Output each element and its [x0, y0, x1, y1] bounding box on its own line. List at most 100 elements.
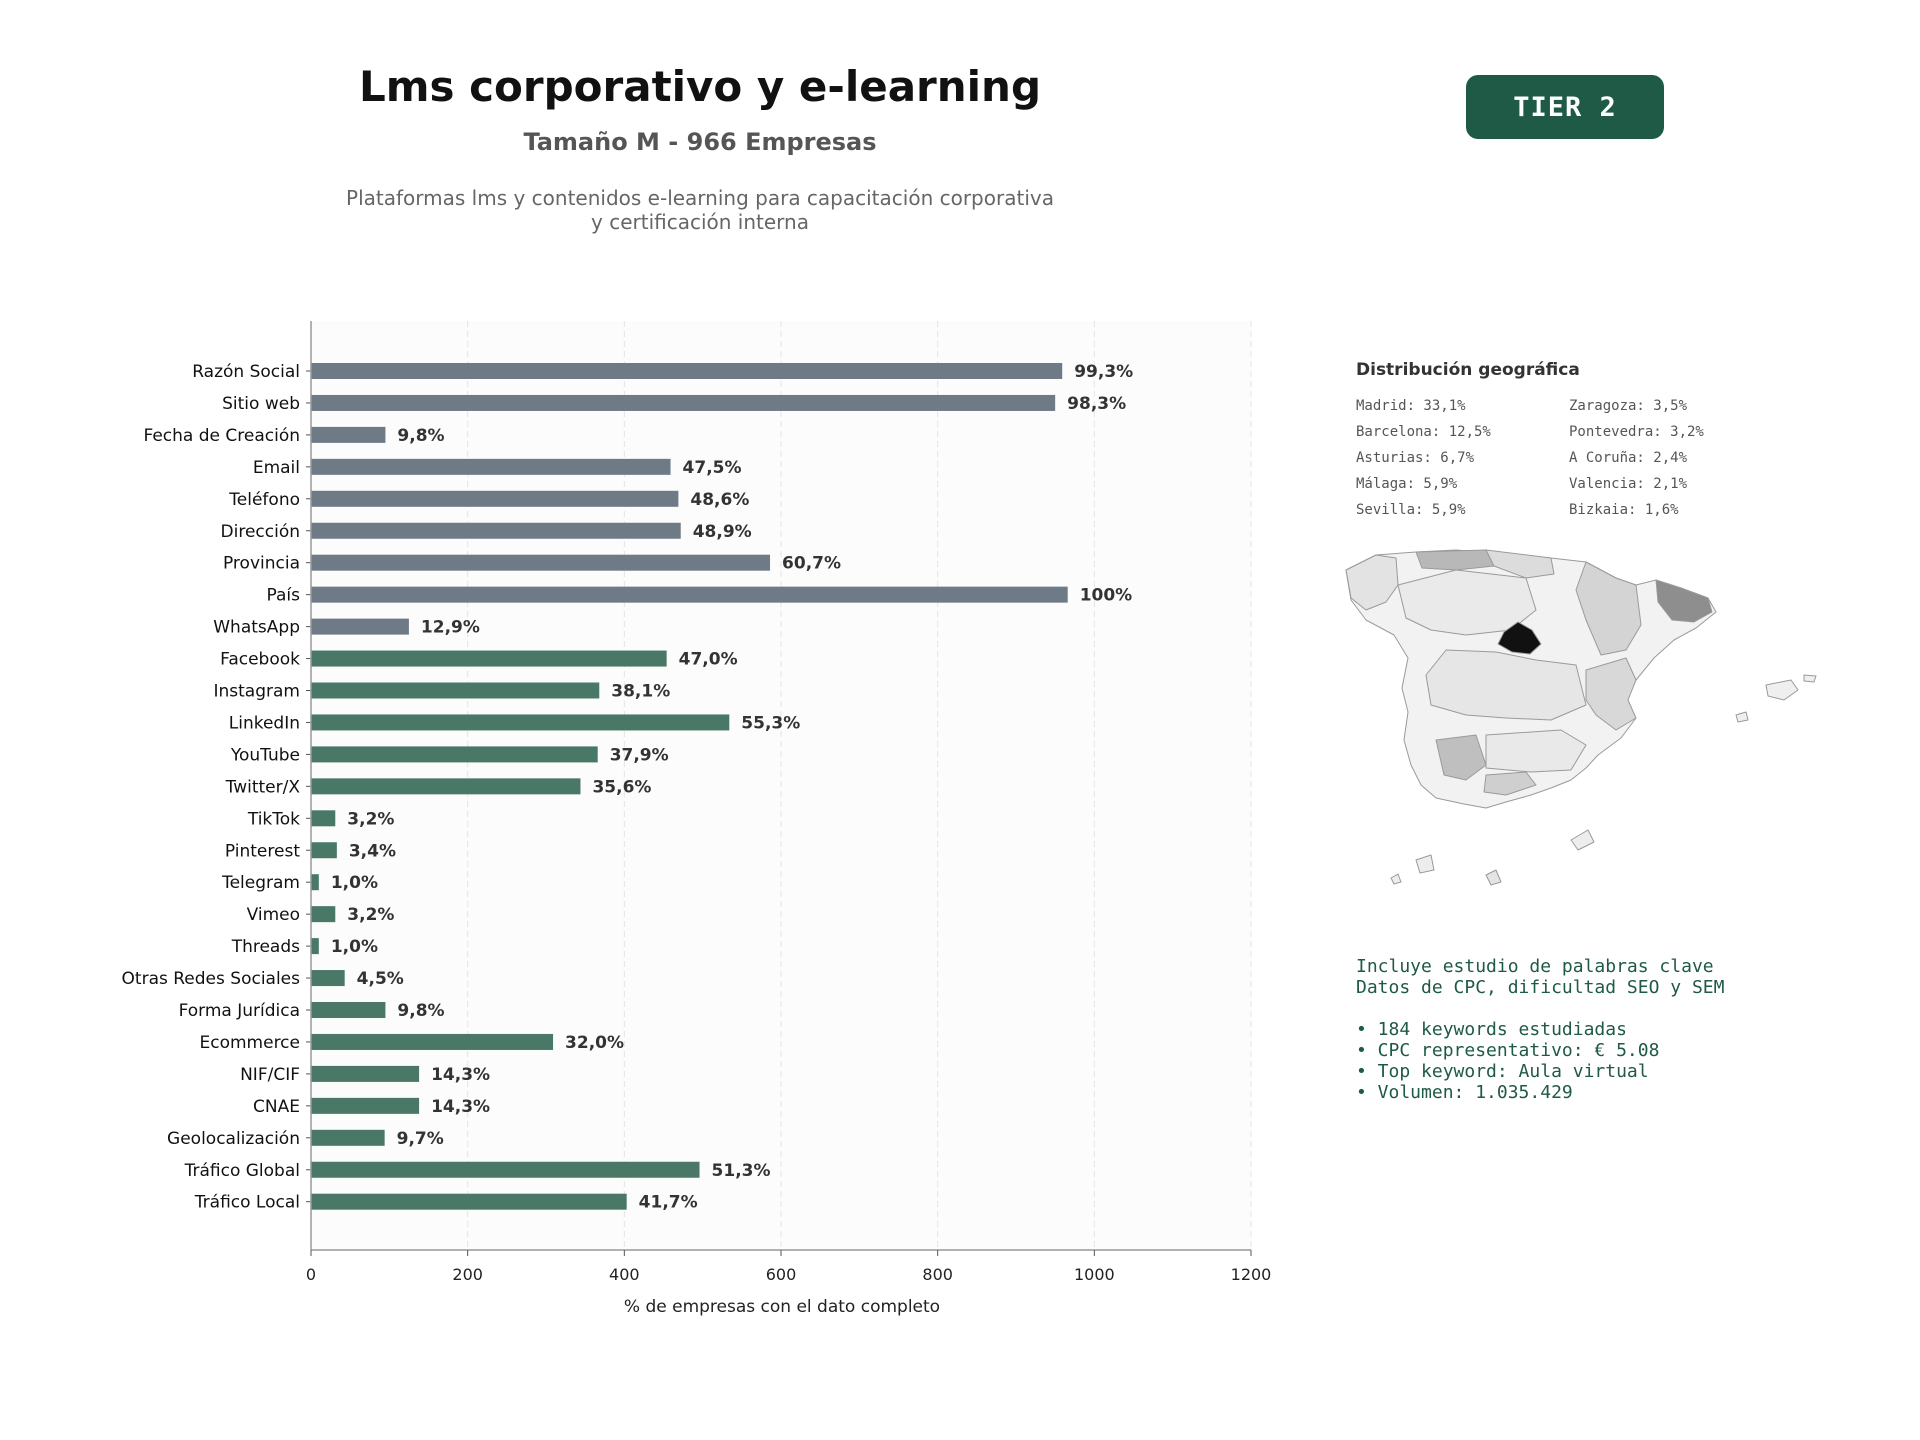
bars [311, 363, 1068, 1210]
bar [311, 363, 1063, 379]
x-tick-label: 800 [922, 1265, 953, 1284]
category-label: TikTok [247, 809, 300, 829]
category-label: CNAE [253, 1097, 300, 1117]
value-label: 48,6% [690, 490, 749, 510]
bar [311, 490, 679, 507]
info-bullet: • CPC representativo: € 5.08 [1356, 1040, 1660, 1061]
value-label: 4,5% [357, 969, 404, 989]
bar [311, 554, 771, 571]
chart-subtitle: Tamaño M - 966 Empresas [523, 128, 877, 156]
value-label: 3,2% [347, 809, 394, 829]
value-label: 41,7% [639, 1193, 698, 1213]
region-madrid [1497, 621, 1542, 655]
category-label: Dirección [221, 522, 300, 542]
value-label: 14,3% [431, 1065, 490, 1085]
category-label: Instagram [214, 682, 301, 702]
x-tick-label: 1000 [1074, 1265, 1115, 1284]
value-label: 9,7% [397, 1129, 444, 1149]
value-label: 12,9% [421, 618, 480, 638]
value-label: 3,4% [349, 841, 396, 861]
category-label: Teléfono [228, 490, 300, 510]
category-label: Pinterest [225, 841, 300, 861]
value-label: 98,3% [1067, 394, 1126, 414]
bar [311, 842, 337, 859]
value-label: 1,0% [331, 873, 378, 893]
category-label: WhatsApp [213, 618, 300, 638]
spain-map [1345, 549, 1817, 886]
value-label: 3,2% [347, 905, 394, 925]
region-north [1485, 549, 1555, 579]
category-label: NIF/CIF [240, 1065, 300, 1085]
value-label: 100% [1080, 586, 1133, 606]
region-balearic-1 [1765, 679, 1799, 701]
bar [311, 1097, 420, 1114]
value-label: 47,0% [679, 650, 738, 670]
region-center [1425, 649, 1587, 721]
value-label: 9,8% [397, 1001, 444, 1021]
chart-description: Plataformas lms y contenidos e-learning … [300, 186, 1100, 234]
geo-item: Pontevedra: 3,2% [1569, 424, 1704, 440]
geo-item: Zaragoza: 3,5% [1569, 398, 1688, 414]
category-label: País [267, 586, 301, 606]
category-label: Vimeo [247, 905, 300, 925]
category-label: Twitter/X [225, 777, 301, 797]
category-label: Tráfico Local [194, 1193, 300, 1213]
bar [311, 778, 581, 795]
info-spacer [1356, 998, 1724, 1019]
category-label: LinkedIn [229, 713, 300, 733]
category-label: Threads [231, 937, 300, 957]
category-label: Provincia [223, 554, 300, 574]
x-tick-label: 400 [609, 1265, 640, 1284]
bar [311, 970, 345, 987]
description-line-2: y certificación interna [591, 210, 809, 234]
x-tick-label: 0 [306, 1265, 316, 1284]
region-canarias-2 [1485, 869, 1502, 886]
info-bullet: • Volumen: 1.035.429 [1356, 1082, 1573, 1103]
geo-item: A Coruña: 2,4% [1569, 450, 1688, 466]
category-label: Geolocalización [167, 1129, 300, 1149]
info-bullet: • 184 keywords estudiadas [1356, 1019, 1627, 1040]
value-label: 48,9% [693, 522, 752, 542]
value-label: 51,3% [712, 1161, 771, 1181]
value-label: 37,9% [610, 745, 669, 765]
value-label: 14,3% [431, 1097, 490, 1117]
bar [311, 1193, 627, 1210]
value-label: 9,8% [397, 426, 444, 446]
bar [311, 1129, 385, 1146]
geo-item: Málaga: 5,9% [1356, 476, 1458, 492]
geo-title: Distribución geográfica [1356, 360, 1580, 380]
bar [311, 586, 1068, 603]
category-label: Sitio web [222, 394, 300, 414]
bar [311, 618, 409, 635]
category-label: Otras Redes Sociales [122, 969, 301, 989]
geo-item: Valencia: 2,1% [1569, 476, 1688, 492]
tier-badge: TIER 2 [1466, 75, 1664, 139]
keyword-info: Incluye estudio de palabras clave Datos … [1356, 956, 1724, 1103]
region-aragon [1575, 561, 1642, 656]
region-canarias-1 [1415, 854, 1435, 874]
bar-chart: Razón Social Sitio web Fecha de Creación Em… [122, 321, 1271, 1317]
geo-item: Asturias: 6,7% [1356, 450, 1475, 466]
bar [311, 874, 319, 891]
bar [311, 458, 671, 475]
geo-item: Barcelona: 12,5% [1356, 424, 1491, 440]
category-label: Fecha de Creación [143, 426, 300, 446]
value-label: 38,1% [611, 682, 670, 702]
region-asturias [1415, 549, 1495, 571]
x-tick-label: 200 [452, 1265, 483, 1284]
bar [311, 746, 598, 763]
info-line-1: Incluye estudio de palabras clave [1356, 956, 1714, 977]
category-label: Razón Social [192, 362, 300, 382]
value-label: 35,6% [592, 777, 651, 797]
value-label: 47,5% [683, 458, 742, 478]
value-label: 55,3% [741, 713, 800, 733]
region-balearic-3 [1735, 711, 1749, 723]
bar [311, 1065, 420, 1082]
category-labels: Razón Social Sitio web Fecha de Creación Em… [122, 362, 311, 1213]
category-label: Ecommerce [200, 1033, 301, 1053]
category-label: Forma Jurídica [179, 1001, 300, 1021]
region-barcelona [1655, 579, 1713, 623]
geo-item: Madrid: 33,1% [1356, 398, 1466, 414]
info-line-2: Datos de CPC, dificultad SEO y SEM [1356, 977, 1725, 998]
category-label: Email [253, 458, 300, 478]
